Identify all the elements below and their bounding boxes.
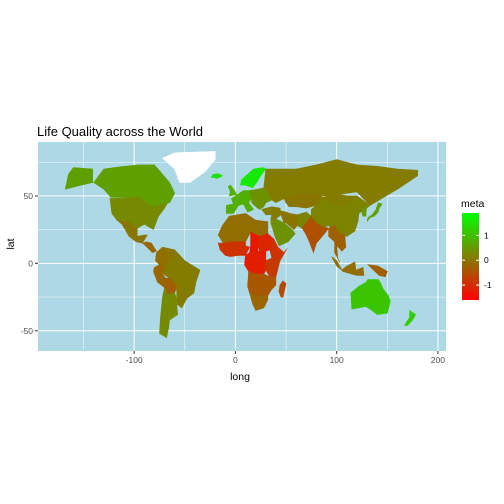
region-central-america	[141, 241, 157, 253]
y-axis-ticks: -50 0 50	[21, 191, 38, 336]
region-united-kingdom	[227, 184, 237, 197]
region-japan	[366, 202, 383, 222]
region-india	[301, 215, 330, 254]
x-axis-title: long	[230, 371, 250, 383]
region-alaska	[64, 167, 93, 190]
country-regions	[64, 151, 419, 339]
region-papua-new-guinea	[367, 264, 388, 278]
x-tick-label: -100	[126, 355, 143, 365]
x-tick-label: 0	[233, 355, 238, 365]
legend-title: meta	[461, 198, 485, 210]
region-east-africa	[265, 248, 288, 278]
region-russia	[263, 159, 419, 206]
region-mongolia	[322, 192, 358, 208]
region-canada	[93, 164, 176, 208]
legend-label: 1	[484, 230, 489, 240]
region-greenland	[161, 151, 216, 183]
x-axis-ticks: -100 0 100 200	[126, 351, 445, 365]
legend-label: -1	[484, 280, 492, 290]
x-tick-label: 200	[431, 355, 445, 365]
region-southern-africa	[247, 270, 277, 297]
y-tick-label: -50	[21, 326, 34, 336]
region-central-africa	[244, 250, 267, 275]
region-chile	[159, 287, 168, 339]
chart-title: Life Quality across the World	[37, 124, 203, 139]
region-south-africa	[249, 292, 269, 311]
region-madagascar	[278, 280, 287, 298]
legend-colorbar	[462, 213, 479, 300]
legend: meta 1 0 -1	[461, 198, 492, 300]
region-nigeria	[238, 245, 251, 256]
y-tick-label: 50	[24, 191, 34, 201]
region-western-europe	[226, 190, 255, 214]
region-korea	[361, 206, 368, 217]
region-iceland	[210, 173, 223, 179]
region-australia	[350, 279, 391, 315]
region-eastern-europe	[249, 187, 273, 210]
region-indonesia	[331, 256, 365, 276]
x-tick-label: 100	[330, 355, 344, 365]
region-new-zealand	[403, 309, 416, 326]
y-tick-label: 0	[28, 258, 33, 268]
legend-label: 0	[484, 255, 489, 265]
y-axis-title: lat	[5, 238, 17, 249]
region-southeast-asia	[328, 225, 347, 263]
region-kazakhstan	[283, 194, 325, 209]
region-sudan	[257, 233, 275, 252]
legend-ticks: 1 0 -1	[462, 230, 492, 290]
region-saudi-arabia	[270, 218, 296, 247]
region-mexico	[116, 219, 148, 244]
